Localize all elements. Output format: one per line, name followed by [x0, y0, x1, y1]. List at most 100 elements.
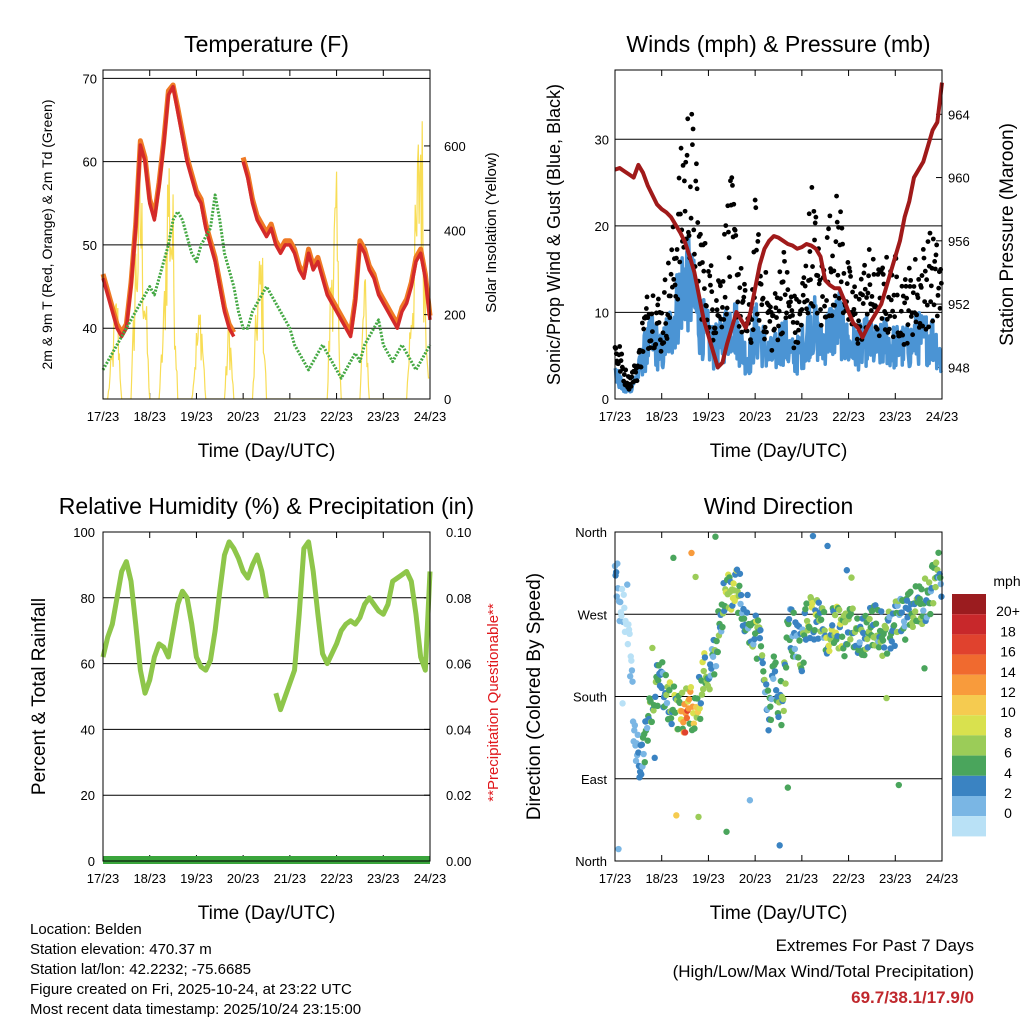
- gust-point: [907, 283, 913, 289]
- gust-point: [838, 279, 844, 285]
- direction-point: [779, 695, 787, 703]
- x-tick-label: 21/23: [274, 871, 307, 886]
- gust-point: [925, 239, 931, 244]
- gust-point: [732, 227, 738, 233]
- legend-swatch: [952, 816, 986, 837]
- gust-point: [847, 269, 853, 274]
- direction-point: [736, 582, 743, 590]
- gust-point: [720, 278, 726, 284]
- gust-point: [856, 296, 862, 302]
- panel-temperature: Temperature (F) Time (Day/UTC) 17/23 18/23 1…: [39, 31, 500, 462]
- gust-point: [799, 307, 805, 312]
- legend-swatch: [952, 735, 986, 756]
- direction-point: [719, 623, 726, 631]
- gust-point: [634, 378, 640, 384]
- gust-point: [649, 329, 655, 334]
- direction-point: [714, 648, 721, 656]
- y-tick-label: East: [581, 772, 607, 787]
- direction-point: [706, 685, 713, 693]
- gust-point: [686, 233, 692, 239]
- direction-point: [825, 642, 832, 649]
- direction-point: [782, 680, 789, 687]
- gust-point: [774, 315, 779, 320]
- direction-point: [752, 612, 759, 619]
- y-axis-label: Direction (Colored By Speed): [524, 573, 545, 820]
- latlon-text: Station lat/lon: 42.2232; -75.6685: [30, 961, 252, 978]
- direction-point: [624, 640, 632, 648]
- gust-point: [918, 284, 924, 290]
- direction-point: [771, 668, 779, 675]
- direction-point: [625, 621, 632, 628]
- gust-point: [689, 111, 695, 117]
- direction-point: [891, 642, 898, 650]
- direction-point: [778, 721, 785, 729]
- direction-point: [641, 758, 648, 766]
- y-tick-label: West: [578, 607, 608, 622]
- direction-point: [921, 665, 928, 672]
- gust-point: [737, 285, 743, 291]
- gust-point: [902, 300, 908, 306]
- gust-point: [919, 273, 925, 278]
- created-text: Figure created on Fri, 2025-10-24, at 23…: [30, 981, 352, 998]
- gust-point: [688, 215, 694, 221]
- gust-point: [801, 275, 807, 281]
- gust-point: [824, 235, 830, 240]
- gust-point: [824, 298, 829, 303]
- gust-point: [829, 313, 835, 319]
- direction-point: [713, 637, 720, 645]
- direction-point: [674, 725, 682, 733]
- direction-point: [907, 588, 914, 596]
- x-tick-label: 22/23: [832, 871, 865, 886]
- gust-point: [658, 348, 664, 354]
- gust-point: [811, 208, 817, 214]
- gust-point: [818, 322, 824, 328]
- y-tick-label: 20: [81, 788, 95, 803]
- plot-frame: [614, 531, 943, 862]
- direction-point: [809, 599, 816, 607]
- direction-point: [921, 575, 929, 582]
- gust-point: [772, 291, 778, 296]
- gust-point: [701, 268, 707, 274]
- x-tick-label: 20/23: [739, 409, 772, 424]
- direction-point: [772, 687, 780, 694]
- gust-point: [934, 242, 940, 248]
- direction-point: [737, 600, 744, 608]
- direction-point: [618, 585, 626, 593]
- dewpoint-line: [101, 193, 432, 380]
- y2-tick-label: 400: [444, 223, 466, 238]
- gust-point: [899, 283, 905, 289]
- gust-point: [764, 329, 769, 335]
- gust-point: [669, 247, 675, 253]
- direction-point: [838, 633, 846, 640]
- gust-point: [713, 330, 719, 336]
- gust-point: [667, 293, 673, 299]
- gust-point: [767, 319, 773, 324]
- gust-point: [685, 116, 691, 122]
- legend-swatch: [952, 796, 986, 817]
- gust-point: [640, 349, 646, 354]
- gust-point: [815, 273, 821, 279]
- direction-point: [796, 637, 803, 644]
- gust-point: [733, 233, 739, 238]
- direction-point: [712, 662, 720, 670]
- gust-point: [788, 299, 793, 305]
- gust-point: [848, 273, 853, 279]
- plot-frame: [102, 69, 431, 400]
- panel-humidity: Relative Humidity (%) & Precipitation (i…: [29, 493, 502, 924]
- gust-point: [677, 259, 683, 265]
- gust-point: [883, 311, 889, 317]
- gust-point: [730, 182, 735, 188]
- direction-point: [937, 580, 945, 588]
- direction-point: [740, 615, 748, 622]
- direction-point: [817, 616, 825, 623]
- direction-point: [900, 618, 908, 625]
- x-axis-label: Time (Day/UTC): [198, 441, 336, 462]
- direction-point: [663, 691, 670, 699]
- direction-point: [916, 595, 924, 603]
- station-info: Location: Belden Station elevation: 470.…: [30, 920, 361, 1020]
- direction-point: [673, 812, 680, 819]
- gust-point: [928, 299, 934, 305]
- gust-point: [860, 301, 866, 306]
- gust-point: [663, 321, 669, 326]
- gust-point: [852, 284, 857, 290]
